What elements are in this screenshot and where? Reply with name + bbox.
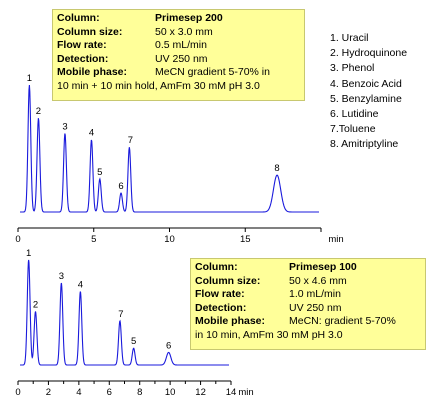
column-label: Column: [57, 12, 100, 24]
chromatogram-trace [20, 259, 229, 366]
x-tick-label: 10 [165, 387, 176, 398]
x-tick-label: 4 [76, 387, 81, 398]
x-tick-label: 12 [195, 387, 206, 398]
column-size-value: 50 x 4.6 mm [289, 274, 347, 287]
detection-value: UV 250 nm [155, 52, 208, 65]
x-tick-label: 0 [15, 234, 20, 245]
compound-legend: 1. Uracil 2. Hydroquinone 3. Phenol 4. B… [330, 31, 407, 153]
x-tick-label: 14 [226, 387, 237, 398]
conditions-box-primesep-200: Column: Primesep 200 Column size: 50 x 3.0… [52, 9, 305, 101]
flow-rate-value: 1.0 mL/min [289, 288, 341, 301]
peak-label: 6 [166, 340, 171, 351]
x-axis-unit: min [328, 234, 343, 245]
mobile-phase-value-2: 10 min + 10 min hold, AmFm 30 mM pH 3.0 [57, 79, 260, 92]
x-tick-label: 10 [164, 234, 175, 245]
column-size-label: Column size: [195, 274, 261, 287]
detection-value: UV 250 nm [289, 301, 342, 314]
legend-item: 7.Toluene [330, 123, 376, 136]
column-size-value: 50 x 3.0 mm [155, 25, 213, 38]
legend-item: 5. Benzylamine [330, 92, 402, 105]
legend-item: 3. Phenol [330, 62, 375, 75]
legend-item: 4. Benzoic Acid [330, 77, 402, 90]
column-size-label: Column size: [57, 25, 123, 38]
x-axis-unit: min [238, 387, 253, 398]
flow-rate-value: 0.5 mL/min [155, 39, 207, 52]
peak-label: 1 [27, 73, 32, 84]
x-tick-label: 15 [240, 234, 251, 245]
flow-rate-label: Flow rate: [57, 39, 107, 52]
peak-label: 1 [26, 248, 31, 259]
peak-label: 6 [118, 181, 123, 192]
conditions-box-primesep-100: Column: Primesep 100 Column size: 50 x 4.6… [190, 258, 426, 350]
x-tick-label: 2 [46, 387, 51, 398]
detection-label: Detection: [195, 301, 247, 314]
detection-label: Detection: [57, 52, 109, 65]
peak-label: 7 [128, 135, 133, 146]
legend-item: 6. Lutidine [330, 108, 379, 121]
column-value: Primesep 100 [289, 261, 357, 273]
flow-rate-label: Flow rate: [195, 288, 245, 301]
legend-item: 8. Amitriptyline [330, 138, 399, 151]
x-tick-label: 6 [107, 387, 112, 398]
chromatogram-trace [20, 84, 319, 213]
peak-label: 2 [33, 299, 38, 310]
column-label: Column: [195, 261, 238, 273]
column-value: Primesep 200 [155, 12, 223, 24]
peak-label: 4 [78, 280, 83, 291]
peak-label: 4 [89, 128, 94, 139]
legend-item: 1. Uracil [330, 32, 369, 44]
peak-label: 3 [62, 121, 67, 132]
peak-label: 5 [97, 167, 102, 178]
x-tick-label: 0 [15, 387, 20, 398]
mobile-phase-value-2: in 10 min, AmFm 30 mM pH 3.0 [195, 328, 343, 341]
peak-label: 2 [36, 106, 41, 117]
mobile-phase-value-1: MeCN: gradient 5-70% [289, 315, 396, 328]
peak-label: 5 [131, 336, 136, 347]
x-tick-label: 5 [91, 234, 96, 245]
peak-label: 3 [59, 271, 64, 282]
mobile-phase-value-1: MeCN gradient 5-70% in [155, 66, 270, 79]
legend-item: 2. Hydroquinone [330, 47, 408, 60]
x-tick-label: 8 [137, 387, 142, 398]
mobile-phase-label: Mobile phase: [195, 315, 266, 328]
mobile-phase-label: Mobile phase: [57, 66, 128, 79]
peak-label: 8 [274, 163, 279, 174]
peak-label: 7 [118, 309, 123, 320]
